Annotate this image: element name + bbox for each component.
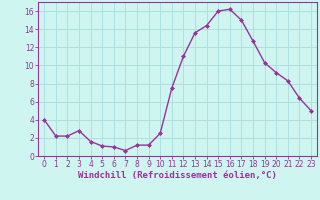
X-axis label: Windchill (Refroidissement éolien,°C): Windchill (Refroidissement éolien,°C) — [78, 171, 277, 180]
